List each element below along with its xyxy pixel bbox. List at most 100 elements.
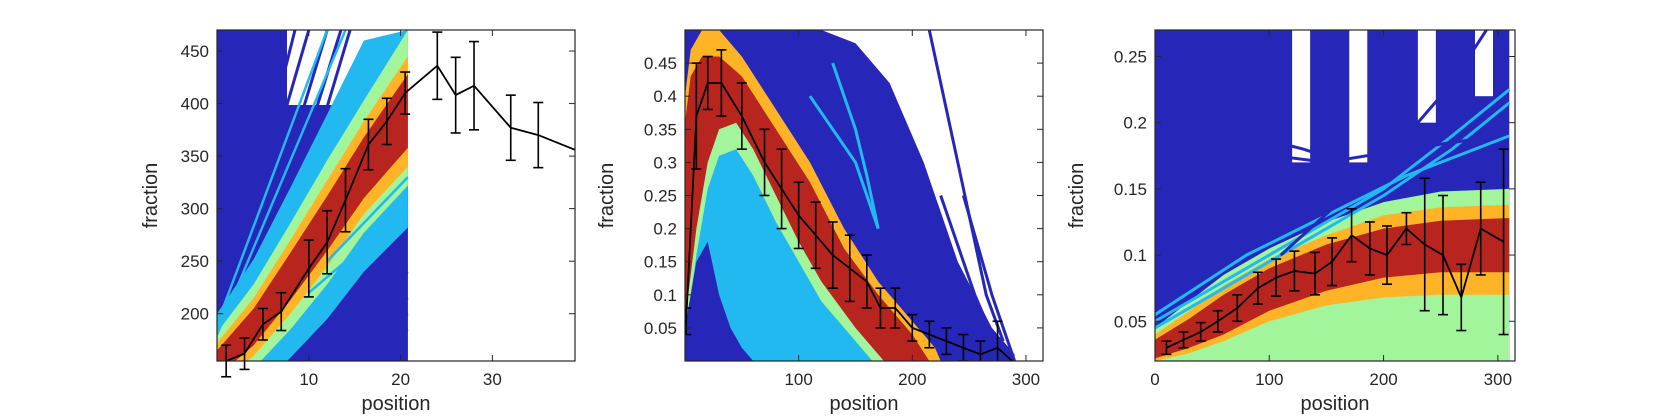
x-axis-label: position bbox=[1301, 393, 1370, 415]
error-bar bbox=[793, 181, 804, 250]
x-tick-label: 100 bbox=[1255, 370, 1283, 389]
dark-line bbox=[217, 30, 260, 231]
mean-series bbox=[1161, 148, 1509, 356]
error-bar bbox=[400, 71, 411, 115]
error-bar bbox=[844, 234, 855, 303]
error-bar bbox=[1195, 321, 1206, 342]
gap-region bbox=[1475, 30, 1493, 97]
error-bar bbox=[691, 62, 702, 170]
y-tick-label: 400 bbox=[181, 95, 209, 114]
error-bar bbox=[702, 55, 713, 111]
y-tick-label: 0.15 bbox=[644, 253, 677, 272]
error-bar bbox=[303, 239, 314, 298]
error-bar bbox=[432, 31, 443, 101]
error-bar bbox=[450, 56, 461, 134]
y-tick-label: 0.4 bbox=[653, 87, 677, 106]
error-bar bbox=[827, 221, 838, 289]
error-bar bbox=[716, 49, 727, 117]
light-line bbox=[217, 30, 347, 336]
x-tick-label: 300 bbox=[1484, 370, 1512, 389]
y-tick-label: 200 bbox=[181, 305, 209, 324]
error-bar bbox=[810, 201, 821, 270]
y-tick-label: 0.05 bbox=[644, 319, 677, 338]
panel-right: 0 100 200 300 0.05 0.1 0.15 0.2 0.25 position frac… bbox=[1066, 29, 1516, 415]
band-red bbox=[1155, 218, 1510, 359]
x-tick-label: 10 bbox=[299, 370, 318, 389]
x-axis-label: position bbox=[362, 393, 431, 415]
y-tick-label: 300 bbox=[181, 200, 209, 219]
error-bar bbox=[1364, 221, 1375, 276]
dark-line bbox=[308, 328, 409, 361]
light-line bbox=[326, 176, 409, 263]
error-bar bbox=[1498, 148, 1509, 336]
y-tick-label: 0.25 bbox=[1114, 47, 1147, 66]
panel-left: 10 20 30 200 250 300 350 400 450 position fraction bbox=[140, 29, 576, 415]
mean-line bbox=[225, 64, 576, 362]
dark-line bbox=[939, 195, 999, 349]
y-axis-label: fraction bbox=[1066, 163, 1088, 229]
y-axis-label: fraction bbox=[140, 163, 162, 229]
y-tick-label: 0.05 bbox=[1114, 312, 1147, 331]
error-bar bbox=[759, 128, 770, 197]
error-bar bbox=[1178, 331, 1189, 349]
band-light bbox=[685, 149, 873, 361]
x-tick-label: 30 bbox=[483, 370, 502, 389]
error-bar bbox=[941, 327, 952, 356]
x-tick-label: 200 bbox=[898, 370, 926, 389]
error-bar bbox=[239, 337, 250, 371]
error-bar bbox=[861, 254, 872, 309]
x-tick-label: 100 bbox=[784, 370, 812, 389]
y-tick-label: 0.45 bbox=[644, 54, 677, 73]
y-tick-label: 450 bbox=[181, 42, 209, 61]
axes-box bbox=[216, 29, 576, 362]
y-tick-label: 0.3 bbox=[653, 153, 677, 172]
y-tick-label: 0.1 bbox=[653, 286, 677, 305]
band-green bbox=[217, 30, 408, 361]
dark-line bbox=[217, 30, 283, 273]
band-orange bbox=[217, 56, 408, 361]
error-bar bbox=[1289, 250, 1300, 292]
error-bar bbox=[340, 167, 351, 233]
error-bar bbox=[1346, 207, 1357, 263]
band-dark_inner bbox=[685, 241, 754, 361]
x-tick-label: 20 bbox=[391, 370, 410, 389]
error-bar bbox=[1419, 177, 1430, 312]
dark-line bbox=[252, 30, 329, 273]
gap-region bbox=[1292, 30, 1311, 163]
panel-middle: 100 200 300 0.05 0.1 0.15 0.2 0.25 0.3 0.35 0.4 0.4… bbox=[596, 29, 1044, 415]
band-red bbox=[217, 74, 408, 361]
error-bar bbox=[1212, 309, 1223, 333]
error-bar bbox=[381, 97, 392, 146]
x-tick-label: 200 bbox=[1369, 370, 1397, 389]
dark-line bbox=[961, 195, 1017, 361]
light-line bbox=[307, 207, 409, 294]
error-bar bbox=[276, 291, 287, 332]
error-bar bbox=[1252, 271, 1263, 305]
y-tick-label: 0.35 bbox=[644, 120, 677, 139]
error-bar bbox=[363, 118, 374, 171]
y-tick-label: 0.2 bbox=[1123, 114, 1147, 133]
y-tick-label: 0.15 bbox=[1114, 180, 1147, 199]
light-line bbox=[808, 95, 880, 230]
error-bar bbox=[924, 320, 935, 349]
error-bar bbox=[685, 307, 692, 336]
error-bar bbox=[1475, 181, 1486, 276]
plot-area bbox=[685, 30, 1017, 361]
y-tick-label: 0.25 bbox=[644, 187, 677, 206]
dark-line bbox=[1200, 121, 1385, 178]
dark-line bbox=[1279, 30, 1488, 257]
x-tick-label: 300 bbox=[1012, 370, 1040, 389]
light-line bbox=[217, 30, 329, 325]
plot-area bbox=[1155, 30, 1511, 361]
error-bar bbox=[875, 287, 886, 329]
mean-series bbox=[221, 31, 576, 378]
axes-box bbox=[1154, 29, 1516, 362]
light-line bbox=[1155, 88, 1511, 323]
error-bar bbox=[1310, 251, 1320, 296]
y-tick-label: 0.1 bbox=[1123, 246, 1147, 265]
dark-line bbox=[224, 30, 297, 304]
x-tick-label: 0 bbox=[1150, 370, 1159, 389]
error-bar bbox=[1438, 194, 1448, 316]
error-bar bbox=[469, 40, 480, 131]
